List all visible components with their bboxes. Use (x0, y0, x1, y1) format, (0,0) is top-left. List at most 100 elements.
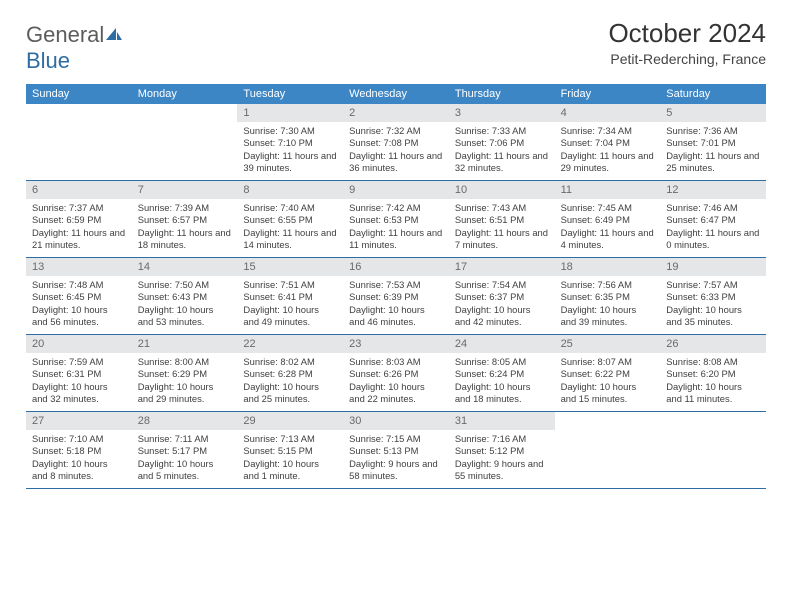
day-body: Sunrise: 7:15 AMSunset: 5:13 PMDaylight:… (343, 430, 449, 488)
sunrise-line: Sunrise: 7:10 AM (32, 433, 126, 445)
sunrise-line: Sunrise: 7:59 AM (32, 356, 126, 368)
day-number: 5 (660, 104, 766, 122)
day-number: 9 (343, 181, 449, 199)
day-body (26, 110, 132, 118)
day-number: 6 (26, 181, 132, 199)
daylight-line: Daylight: 11 hours and 29 minutes. (561, 150, 655, 175)
calendar-cell: 15Sunrise: 7:51 AMSunset: 6:41 PMDayligh… (237, 258, 343, 334)
day-body: Sunrise: 7:10 AMSunset: 5:18 PMDaylight:… (26, 430, 132, 488)
page-title: October 2024 (608, 18, 766, 49)
sunset-line: Sunset: 6:59 PM (32, 214, 126, 226)
sunrise-line: Sunrise: 7:53 AM (349, 279, 443, 291)
calendar-cell: 6Sunrise: 7:37 AMSunset: 6:59 PMDaylight… (26, 181, 132, 257)
day-of-week: Wednesday (343, 84, 449, 104)
calendar-cell: 11Sunrise: 7:45 AMSunset: 6:49 PMDayligh… (555, 181, 661, 257)
day-body: Sunrise: 7:16 AMSunset: 5:12 PMDaylight:… (449, 430, 555, 488)
day-number: 19 (660, 258, 766, 276)
day-body: Sunrise: 7:30 AMSunset: 7:10 PMDaylight:… (237, 122, 343, 180)
day-body: Sunrise: 8:05 AMSunset: 6:24 PMDaylight:… (449, 353, 555, 411)
day-number: 11 (555, 181, 661, 199)
calendar-cell-empty (26, 104, 132, 180)
daylight-line: Daylight: 10 hours and 56 minutes. (32, 304, 126, 329)
calendar-cell: 16Sunrise: 7:53 AMSunset: 6:39 PMDayligh… (343, 258, 449, 334)
day-number: 16 (343, 258, 449, 276)
daylight-line: Daylight: 10 hours and 35 minutes. (666, 304, 760, 329)
calendar-cell: 19Sunrise: 7:57 AMSunset: 6:33 PMDayligh… (660, 258, 766, 334)
daylight-line: Daylight: 11 hours and 39 minutes. (243, 150, 337, 175)
daylight-line: Daylight: 10 hours and 5 minutes. (138, 458, 232, 483)
day-number: 4 (555, 104, 661, 122)
day-number: 27 (26, 412, 132, 430)
day-body: Sunrise: 7:36 AMSunset: 7:01 PMDaylight:… (660, 122, 766, 180)
day-body: Sunrise: 8:03 AMSunset: 6:26 PMDaylight:… (343, 353, 449, 411)
day-body: Sunrise: 8:00 AMSunset: 6:29 PMDaylight:… (132, 353, 238, 411)
day-number: 15 (237, 258, 343, 276)
sunrise-line: Sunrise: 8:05 AM (455, 356, 549, 368)
calendar-cell: 29Sunrise: 7:13 AMSunset: 5:15 PMDayligh… (237, 412, 343, 488)
logo-sail-icon (104, 26, 124, 42)
daylight-line: Daylight: 10 hours and 49 minutes. (243, 304, 337, 329)
sunset-line: Sunset: 6:39 PM (349, 291, 443, 303)
day-of-week: Tuesday (237, 84, 343, 104)
calendar-cell: 7Sunrise: 7:39 AMSunset: 6:57 PMDaylight… (132, 181, 238, 257)
day-body: Sunrise: 7:48 AMSunset: 6:45 PMDaylight:… (26, 276, 132, 334)
sunrise-line: Sunrise: 7:34 AM (561, 125, 655, 137)
calendar-cell: 30Sunrise: 7:15 AMSunset: 5:13 PMDayligh… (343, 412, 449, 488)
day-of-week: Friday (555, 84, 661, 104)
daylight-line: Daylight: 11 hours and 32 minutes. (455, 150, 549, 175)
day-number: 22 (237, 335, 343, 353)
logo: General Blue (26, 18, 124, 74)
calendar-cell: 12Sunrise: 7:46 AMSunset: 6:47 PMDayligh… (660, 181, 766, 257)
day-number: 2 (343, 104, 449, 122)
day-body: Sunrise: 7:42 AMSunset: 6:53 PMDaylight:… (343, 199, 449, 257)
day-body: Sunrise: 7:57 AMSunset: 6:33 PMDaylight:… (660, 276, 766, 334)
weeks-container: 1Sunrise: 7:30 AMSunset: 7:10 PMDaylight… (26, 104, 766, 489)
calendar-cell: 10Sunrise: 7:43 AMSunset: 6:51 PMDayligh… (449, 181, 555, 257)
day-number: 20 (26, 335, 132, 353)
calendar-cell: 3Sunrise: 7:33 AMSunset: 7:06 PMDaylight… (449, 104, 555, 180)
daylight-line: Daylight: 10 hours and 15 minutes. (561, 381, 655, 406)
sunrise-line: Sunrise: 8:00 AM (138, 356, 232, 368)
sunset-line: Sunset: 6:53 PM (349, 214, 443, 226)
sunset-line: Sunset: 6:31 PM (32, 368, 126, 380)
calendar-cell: 23Sunrise: 8:03 AMSunset: 6:26 PMDayligh… (343, 335, 449, 411)
daylight-line: Daylight: 11 hours and 0 minutes. (666, 227, 760, 252)
location-subtitle: Petit-Rederching, France (608, 51, 766, 67)
day-body: Sunrise: 7:51 AMSunset: 6:41 PMDaylight:… (237, 276, 343, 334)
sunset-line: Sunset: 6:24 PM (455, 368, 549, 380)
sunrise-line: Sunrise: 7:48 AM (32, 279, 126, 291)
sunrise-line: Sunrise: 7:13 AM (243, 433, 337, 445)
calendar-cell: 14Sunrise: 7:50 AMSunset: 6:43 PMDayligh… (132, 258, 238, 334)
week-row: 6Sunrise: 7:37 AMSunset: 6:59 PMDaylight… (26, 181, 766, 258)
week-row: 20Sunrise: 7:59 AMSunset: 6:31 PMDayligh… (26, 335, 766, 412)
daylight-line: Daylight: 10 hours and 53 minutes. (138, 304, 232, 329)
day-body (555, 418, 661, 426)
day-body: Sunrise: 7:33 AMSunset: 7:06 PMDaylight:… (449, 122, 555, 180)
daylight-line: Daylight: 9 hours and 58 minutes. (349, 458, 443, 483)
day-body: Sunrise: 7:59 AMSunset: 6:31 PMDaylight:… (26, 353, 132, 411)
calendar-cell: 31Sunrise: 7:16 AMSunset: 5:12 PMDayligh… (449, 412, 555, 488)
calendar-cell: 28Sunrise: 7:11 AMSunset: 5:17 PMDayligh… (132, 412, 238, 488)
day-number: 21 (132, 335, 238, 353)
sunset-line: Sunset: 6:47 PM (666, 214, 760, 226)
day-number: 24 (449, 335, 555, 353)
sunrise-line: Sunrise: 7:42 AM (349, 202, 443, 214)
sunset-line: Sunset: 7:06 PM (455, 137, 549, 149)
day-body: Sunrise: 7:53 AMSunset: 6:39 PMDaylight:… (343, 276, 449, 334)
daylight-line: Daylight: 11 hours and 25 minutes. (666, 150, 760, 175)
day-number: 31 (449, 412, 555, 430)
day-number: 26 (660, 335, 766, 353)
day-body: Sunrise: 8:08 AMSunset: 6:20 PMDaylight:… (660, 353, 766, 411)
sunrise-line: Sunrise: 7:45 AM (561, 202, 655, 214)
day-body: Sunrise: 7:40 AMSunset: 6:55 PMDaylight:… (237, 199, 343, 257)
daylight-line: Daylight: 10 hours and 1 minute. (243, 458, 337, 483)
calendar-cell: 21Sunrise: 8:00 AMSunset: 6:29 PMDayligh… (132, 335, 238, 411)
calendar-cell: 1Sunrise: 7:30 AMSunset: 7:10 PMDaylight… (237, 104, 343, 180)
calendar-cell: 25Sunrise: 8:07 AMSunset: 6:22 PMDayligh… (555, 335, 661, 411)
week-row: 1Sunrise: 7:30 AMSunset: 7:10 PMDaylight… (26, 104, 766, 181)
daylight-line: Daylight: 11 hours and 7 minutes. (455, 227, 549, 252)
sunset-line: Sunset: 6:57 PM (138, 214, 232, 226)
sunset-line: Sunset: 6:41 PM (243, 291, 337, 303)
day-number: 28 (132, 412, 238, 430)
calendar-cell: 5Sunrise: 7:36 AMSunset: 7:01 PMDaylight… (660, 104, 766, 180)
